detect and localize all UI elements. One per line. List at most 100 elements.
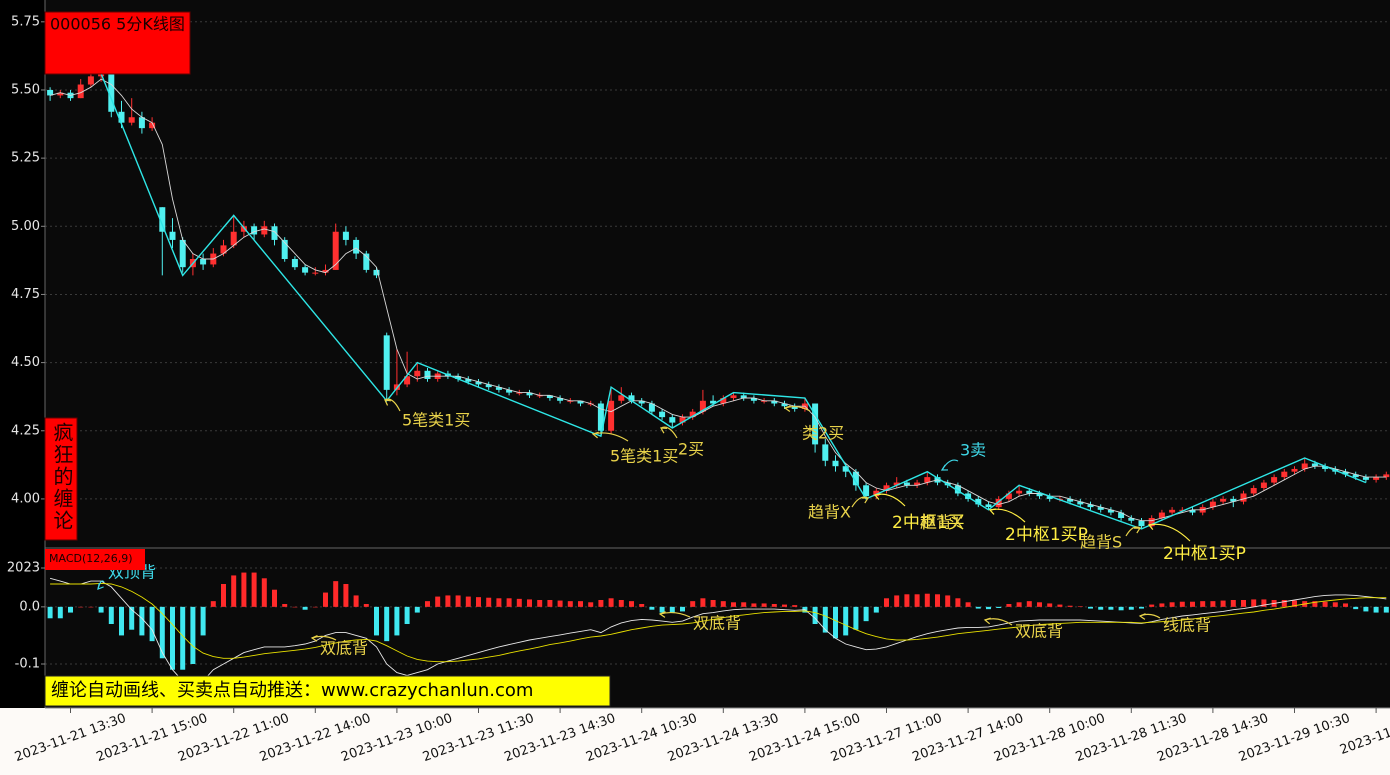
macd-bar	[659, 606, 665, 613]
macd-bar	[149, 606, 155, 642]
macd-bar	[1251, 599, 1257, 607]
candle-body	[1077, 501, 1084, 505]
macd-bar	[486, 597, 492, 607]
annotation: 2买	[678, 440, 704, 459]
annotation-arrowhead	[1133, 527, 1142, 534]
macd-bar	[557, 600, 563, 607]
ma-line	[49, 78, 1387, 522]
annotation: 趋背X	[808, 503, 851, 522]
candle-body	[618, 395, 625, 401]
macd-bar	[88, 606, 94, 608]
macd-bar	[353, 595, 359, 607]
annotation-arrowhead	[983, 617, 991, 625]
macd-bar	[455, 595, 461, 607]
macd-bar	[1210, 601, 1216, 607]
macd-bar	[404, 606, 410, 624]
candle-body	[1067, 498, 1074, 502]
macd-bar	[1230, 600, 1236, 607]
macd-bar	[476, 597, 481, 607]
candle-body	[1016, 490, 1023, 494]
macd-bar	[221, 584, 226, 607]
macd-bar	[1383, 606, 1389, 613]
macd-bar	[394, 606, 400, 636]
candle-body	[1005, 493, 1012, 499]
candle-body	[1026, 490, 1033, 494]
macd-bar	[598, 600, 604, 607]
macd-bar	[384, 606, 390, 642]
macd-bar	[1016, 602, 1022, 607]
candle-body	[771, 400, 778, 404]
macd-bar	[894, 595, 900, 607]
candle-body	[475, 381, 482, 385]
annotation: 双底背	[693, 614, 741, 633]
y-tick-label: 0.0	[19, 599, 40, 614]
candle-body	[628, 395, 635, 401]
macd-bar	[1332, 602, 1338, 607]
macd-bar	[1118, 606, 1124, 611]
macd-bar	[129, 606, 135, 630]
annotation: 5笔类1买	[402, 411, 470, 430]
macd-bar	[231, 575, 237, 607]
chart-title: 000056 5分K线图	[50, 15, 185, 34]
macd-bar	[435, 596, 441, 607]
macd-title: MACD(12,26,9)	[49, 552, 133, 565]
annotation-arrowhead	[591, 431, 599, 439]
macd-bar	[251, 572, 257, 607]
candle-body	[455, 376, 462, 379]
macd-bar	[210, 601, 216, 607]
annotation-arrowhead	[1138, 613, 1146, 620]
candle-body	[536, 395, 543, 397]
candle-body	[720, 398, 727, 404]
macd-bar	[170, 606, 175, 670]
candle-body	[546, 395, 553, 399]
annotation-arrowhead	[783, 405, 791, 412]
macd-bar	[1128, 606, 1134, 610]
annotation-arrowhead	[1147, 523, 1156, 530]
macd-bar	[1077, 606, 1083, 607]
candle-body	[271, 226, 278, 240]
bi-line	[100, 73, 1367, 530]
candle-body	[1169, 509, 1176, 513]
annotation-arrowhead	[940, 464, 949, 471]
candle-body	[87, 76, 94, 85]
candle-body	[251, 226, 258, 235]
macd-bar	[1363, 606, 1369, 612]
macd-layer	[47, 572, 1389, 688]
side-label: 疯狂的缠论	[50, 422, 74, 532]
annotation-arrowhead	[988, 508, 997, 515]
candle-body	[332, 231, 339, 270]
candle-body	[648, 403, 655, 412]
candle-body	[1118, 512, 1125, 519]
macd-bar	[1353, 606, 1359, 610]
side-label-box	[44, 417, 78, 541]
candle-body	[954, 485, 961, 494]
y-tick-label: 5.00	[11, 219, 40, 234]
candle-body	[77, 84, 84, 99]
y-tick-label: 2023	[7, 561, 40, 576]
macd-bar	[1006, 604, 1012, 607]
macd-bar	[1312, 601, 1318, 607]
candle-body	[1209, 501, 1216, 508]
macd-bar	[1108, 606, 1114, 610]
macd-bar	[374, 606, 379, 636]
candle-body	[883, 485, 890, 491]
macd-bar	[200, 606, 206, 636]
candle-body	[363, 253, 370, 270]
macd-bar	[669, 606, 675, 613]
candle-body	[679, 417, 686, 423]
macd-bar	[57, 606, 63, 619]
macd-bar	[975, 606, 981, 609]
macd-bar	[1088, 606, 1093, 609]
candle-body	[220, 245, 227, 254]
annotation: 趋背X	[920, 513, 963, 532]
candle-body	[557, 398, 564, 401]
candle-body	[689, 411, 696, 418]
macd-bar	[680, 606, 685, 612]
candle-body	[1291, 468, 1298, 472]
candle-body	[597, 403, 604, 431]
candle-body	[485, 384, 492, 388]
candle-body	[608, 400, 615, 431]
